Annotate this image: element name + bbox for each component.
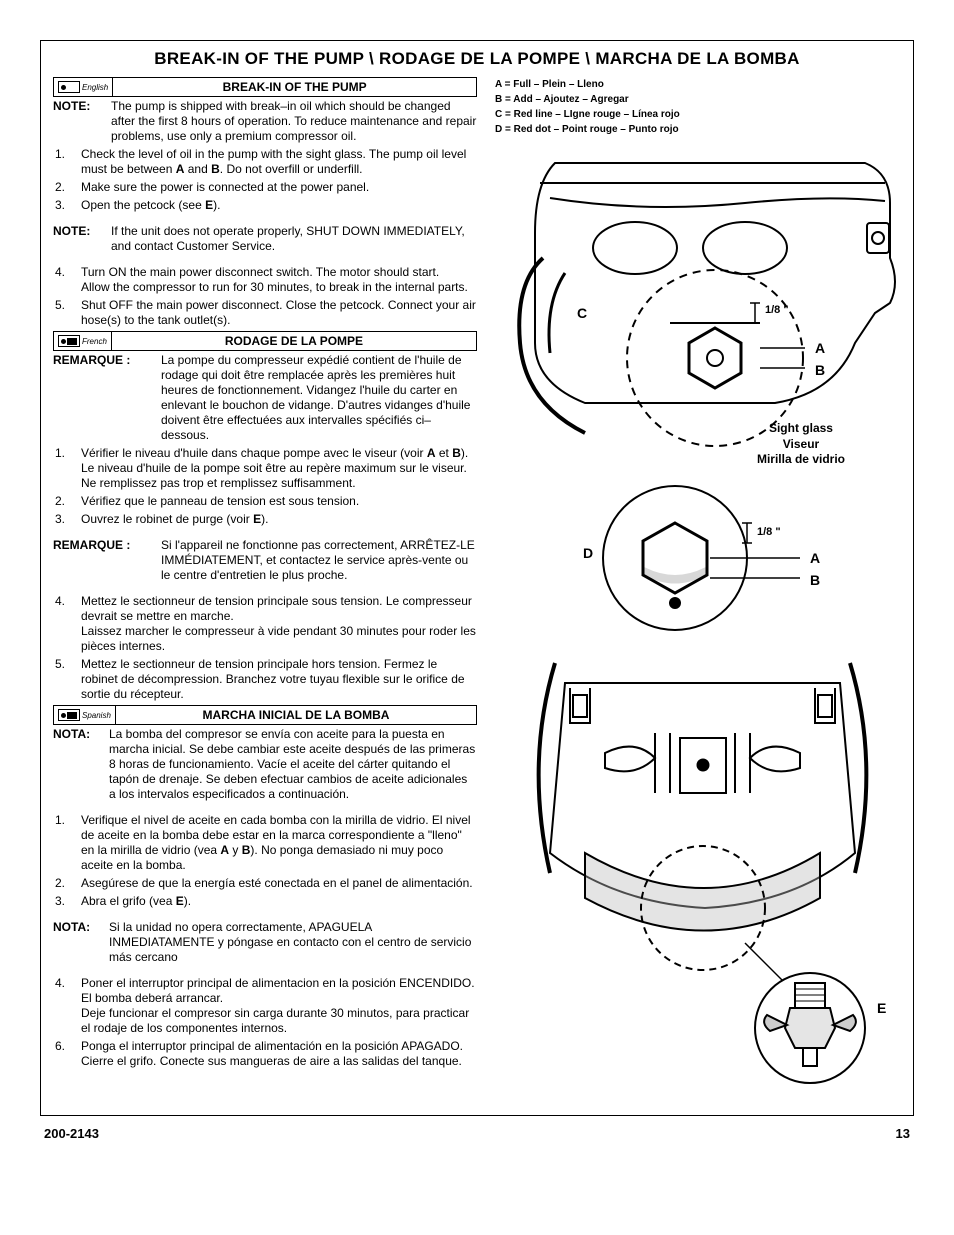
list-item: Ponga el interruptor principal de alimen… — [81, 1039, 477, 1069]
list-item: Mettez le sectionneur de tension princip… — [81, 594, 477, 654]
note-label: REMARQUE : — [53, 353, 161, 443]
list-number: 4. — [53, 265, 81, 295]
diagram-column: A = Full – Plein – Lleno B = Add – Ajout… — [495, 77, 905, 1103]
note-body: Si la unidad no opera correctamente, APA… — [109, 920, 477, 965]
list-number: 1. — [53, 147, 81, 177]
page-footer: 200-2143 13 — [40, 1126, 914, 1141]
footer-docnum: 200-2143 — [44, 1126, 99, 1141]
section-header-french: French RODAGE DE LA POMPE — [53, 331, 477, 351]
list-item: Check the level of oil in the pump with … — [81, 147, 477, 177]
flag-icon — [58, 81, 80, 93]
list-item: Verifique el nivel de aceite en cada bom… — [81, 813, 477, 873]
sight-glass-label: Sight glass Viseur Mirilla de vidrio — [757, 421, 845, 468]
list-number: 6. — [53, 1039, 81, 1069]
callout-e: E — [877, 1000, 886, 1016]
note-body: Si l'appareil ne fonctionne pas correcte… — [161, 538, 477, 583]
lang-label: Spanish — [82, 711, 111, 720]
section-title: MARCHA INICIAL DE LA BOMBA — [116, 708, 476, 722]
list-number: 4. — [53, 976, 81, 1036]
flag-icon — [58, 335, 80, 347]
note-body: The pump is shipped with break–in oil wh… — [111, 99, 477, 144]
section-title: RODAGE DE LA POMPE — [112, 334, 476, 348]
list-item: Asegúrese de que la energía esté conecta… — [81, 876, 477, 891]
callout-a: A — [810, 550, 820, 566]
callout-b: B — [810, 572, 820, 588]
list-item: Poner el interruptor principal de alimen… — [81, 976, 477, 1036]
list-item: Abra el grifo (vea E). — [81, 894, 477, 909]
legend-line: C = Red line – LIgne rouge – Línea rojo — [495, 107, 905, 122]
page-border: BREAK-IN OF THE PUMP \ RODAGE DE LA POMP… — [40, 40, 914, 1116]
callout-a: A — [815, 340, 825, 356]
note-body: La bomba del compresor se envía con acei… — [109, 727, 477, 802]
list-item: Vérifiez que le panneau de tension est s… — [81, 494, 477, 509]
list-number: 2. — [53, 494, 81, 509]
lang-label: French — [82, 337, 107, 346]
list-number: 3. — [53, 198, 81, 213]
callout-b: B — [815, 362, 825, 378]
footer-pagenum: 13 — [896, 1126, 910, 1141]
note-label: NOTA: — [53, 727, 109, 802]
legend-line: D = Red dot – Point rouge – Punto rojo — [495, 122, 905, 137]
note-label: NOTE: — [53, 99, 111, 144]
list-number: 3. — [53, 894, 81, 909]
section-header-english: English BREAK-IN OF THE PUMP — [53, 77, 477, 97]
list-number: 5. — [53, 298, 81, 328]
list-item: Turn ON the main power disconnect switch… — [81, 265, 477, 295]
list-item: Make sure the power is connected at the … — [81, 180, 477, 195]
lang-label: English — [82, 83, 108, 92]
list-number: 4. — [53, 594, 81, 654]
list-item: Ouvrez le robinet de purge (voir E). — [81, 512, 477, 527]
section-title: BREAK-IN OF THE PUMP — [113, 80, 476, 94]
pump-diagram: C 1/8 " A B — [495, 143, 905, 1103]
list-item: Mettez le sectionneur de tension princip… — [81, 657, 477, 702]
list-number: 5. — [53, 657, 81, 702]
list-number: 2. — [53, 180, 81, 195]
page-title: BREAK-IN OF THE PUMP \ RODAGE DE LA POMP… — [53, 49, 901, 69]
measure-1-8: 1/8 " — [757, 526, 781, 538]
note-label: REMARQUE : — [53, 538, 161, 583]
list-number: 1. — [53, 813, 81, 873]
measure-1-8: 1/8 " — [765, 304, 789, 316]
section-header-spanish: Spanish MARCHA INICIAL DE LA BOMBA — [53, 705, 477, 725]
legend-line: A = Full – Plein – Lleno — [495, 77, 905, 92]
list-item: Open the petcock (see E). — [81, 198, 477, 213]
list-number: 1. — [53, 446, 81, 491]
note-body: La pompe du compresseur expédié contient… — [161, 353, 477, 443]
text-column: English BREAK-IN OF THE PUMP NOTE: The p… — [53, 77, 477, 1103]
list-item: Shut OFF the main power disconnect. Clos… — [81, 298, 477, 328]
callout-c: C — [577, 305, 587, 321]
flag-icon — [58, 709, 80, 721]
callout-d: D — [583, 545, 593, 561]
note-body: If the unit does not operate properly, S… — [111, 224, 477, 254]
note-label: NOTA: — [53, 920, 109, 965]
list-number: 2. — [53, 876, 81, 891]
legend: A = Full – Plein – Lleno B = Add – Ajout… — [495, 77, 905, 137]
list-item: Vérifier le niveau d'huile dans chaque p… — [81, 446, 477, 491]
list-number: 3. — [53, 512, 81, 527]
note-label: NOTE: — [53, 224, 111, 254]
legend-line: B = Add – Ajoutez – Agregar — [495, 92, 905, 107]
